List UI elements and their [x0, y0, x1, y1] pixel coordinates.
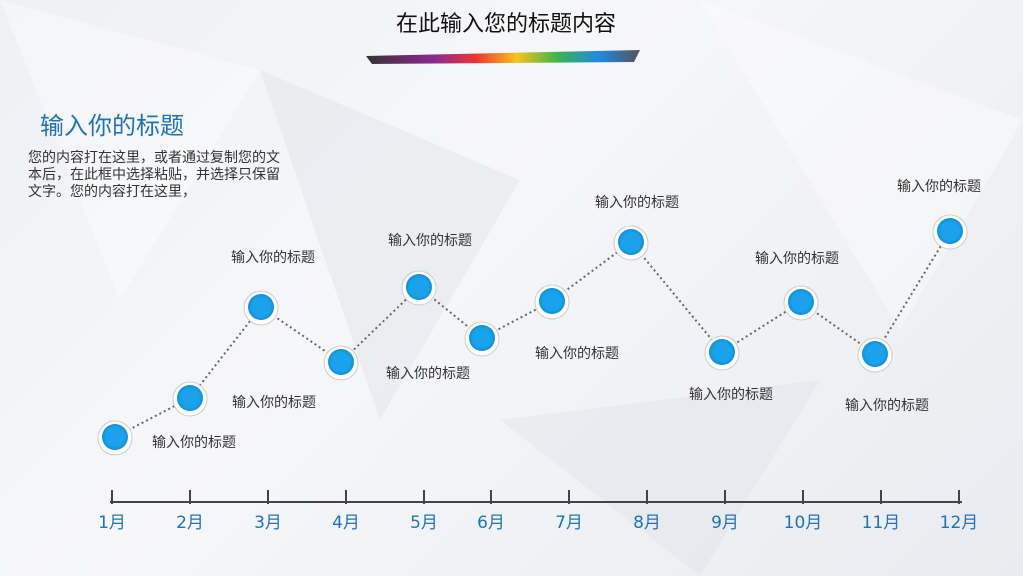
- month-label: 10月: [784, 513, 823, 533]
- node: [539, 288, 565, 314]
- month-label: 3月: [254, 513, 282, 533]
- node: [406, 274, 432, 300]
- bg-shape: [260, 70, 520, 420]
- node-label: 输入你的标题: [386, 366, 470, 382]
- paragraph: 您的内容打在这里，或者通过复制您的文本后，在此框中选择粘贴，并选择只保留文字。您…: [28, 150, 280, 200]
- node-label: 输入你的标题: [689, 387, 773, 403]
- heading: 输入你的标题: [40, 112, 184, 140]
- node: [709, 339, 735, 365]
- node: [862, 341, 888, 367]
- node: [937, 218, 963, 244]
- bg-shape: [0, 0, 260, 300]
- month-label: 5月: [410, 513, 438, 533]
- node-label: 输入你的标题: [231, 250, 315, 266]
- node-label: 输入你的标题: [897, 179, 981, 195]
- node: [177, 385, 203, 411]
- bg-shape: [500, 380, 820, 576]
- node-label: 输入你的标题: [845, 398, 929, 414]
- month-label: 8月: [633, 513, 661, 533]
- node: [618, 229, 644, 255]
- title: 在此输入您的标题内容: [396, 12, 616, 37]
- month-label: 6月: [477, 513, 505, 533]
- node-label: 输入你的标题: [232, 395, 316, 411]
- month-label: 4月: [332, 513, 360, 533]
- node-label: 输入你的标题: [755, 251, 839, 267]
- node-label: 输入你的标题: [152, 435, 236, 451]
- node: [788, 289, 814, 315]
- month-label: 7月: [555, 513, 583, 533]
- month-label: 12月: [940, 513, 979, 533]
- node-label: 输入你的标题: [388, 233, 472, 249]
- brush-stroke: [366, 50, 640, 64]
- node: [328, 349, 354, 375]
- bg-shape: [700, 0, 1023, 330]
- month-label: 9月: [711, 513, 739, 533]
- month-label: 2月: [176, 513, 204, 533]
- month-label: 11月: [862, 513, 901, 533]
- node-label: 输入你的标题: [595, 195, 679, 211]
- node-label: 输入你的标题: [535, 346, 619, 362]
- node: [102, 424, 128, 450]
- node: [469, 325, 495, 351]
- month-label: 1月: [98, 513, 126, 533]
- node: [248, 294, 274, 320]
